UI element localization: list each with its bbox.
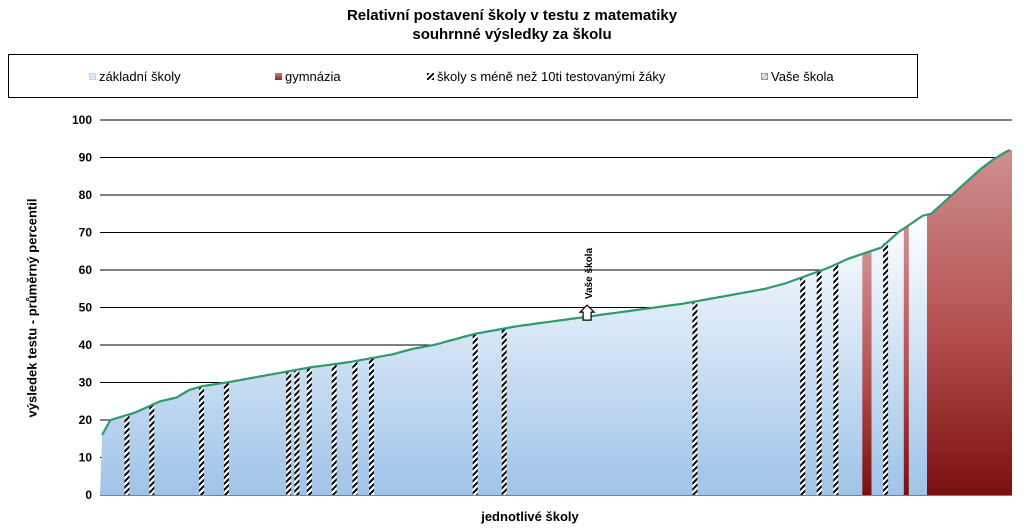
bar-small-school: [149, 405, 155, 495]
legend-label-small-schools: školy s méně než 10ti testovanými žáky: [437, 69, 666, 84]
chart-title: Relativní postavení školy v testu z mate…: [346, 7, 678, 24]
y-tick-label: 90: [79, 151, 93, 165]
y-tick-label: 50: [79, 301, 93, 315]
bar-small-school: [883, 243, 889, 495]
bar-small-school: [223, 382, 229, 495]
vase-skola-marker: [578, 304, 596, 321]
bar-gymnazium: [903, 226, 909, 495]
bar-small-school: [286, 371, 292, 496]
legend: základní školy gymnázia školy s méně než…: [8, 54, 918, 98]
bar-small-school: [294, 369, 300, 496]
bar-small-school: [816, 271, 822, 495]
bar-gymnazium: [866, 251, 872, 495]
bar-small-school: [199, 386, 205, 496]
bar-small-school: [501, 328, 507, 495]
y-tick-label: 0: [85, 488, 92, 502]
bar-small-school: [352, 361, 358, 495]
series-line: [101, 149, 1011, 436]
chart-subtitle: souhrnné výsledky za školu: [412, 26, 612, 43]
legend-item-gymnazia: gymnázia: [275, 69, 341, 84]
y-tick-label: 60: [79, 263, 93, 277]
y-tick-label: 10: [79, 451, 93, 465]
legend-label-gymnazia: gymnázia: [285, 69, 341, 84]
bar-small-school: [472, 333, 478, 496]
y-tick-label: 30: [79, 376, 93, 390]
bar-small-school: [306, 367, 312, 495]
bar-small-school: [369, 358, 374, 495]
y-tick-label: 80: [79, 188, 93, 202]
vase-skola-label: Vaše škola: [584, 248, 595, 300]
legend-item-small-schools: školy s méně než 10ti testovanými žáky: [427, 69, 665, 84]
y-tick-label: 20: [79, 413, 93, 427]
legend-swatch-small-schools: [427, 73, 434, 80]
bar-small-school: [331, 364, 337, 495]
bar-small-school: [800, 277, 806, 495]
bar-gymnazium: [862, 253, 868, 495]
y-tick-label: 70: [79, 226, 93, 240]
y-tick-label: 40: [79, 338, 93, 352]
bar-small-school: [833, 264, 839, 495]
y-tick-label: 100: [72, 113, 92, 127]
bar-small-school: [124, 415, 130, 495]
area-gymnazia: [927, 150, 1012, 495]
y-axis-label: výsledek testu - průměrný percentil: [24, 198, 40, 418]
legend-label-zakladni-skoly: základní školy: [99, 69, 181, 84]
legend-item-vase-skola: Vaše škola: [761, 69, 834, 84]
bar-small-school: [692, 301, 698, 495]
legend-swatch-vase-skola: [761, 73, 768, 80]
legend-item-zakladni-skoly: základní školy: [89, 69, 181, 84]
legend-swatch-gymnazia: [275, 73, 282, 80]
legend-swatch-zakladni-skoly: [89, 73, 96, 80]
x-axis-label: jednotlivé školy: [481, 509, 579, 524]
legend-label-vase-skola: Vaše škola: [771, 69, 834, 84]
